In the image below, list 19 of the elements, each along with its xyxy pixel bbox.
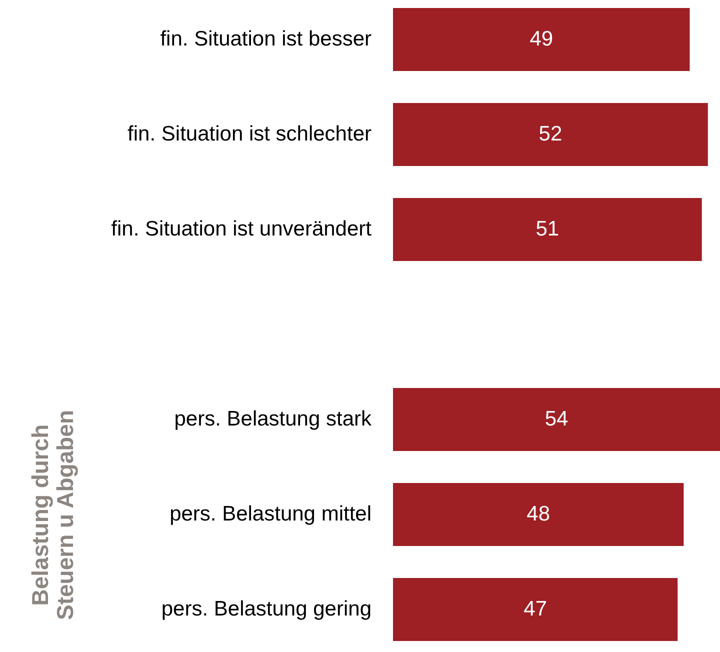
y-tick-label: fin. Situation ist schlechter: [128, 122, 372, 146]
text: Belastung durch Steuern u Abgaben: [27, 410, 78, 620]
data-label: 52: [538, 122, 562, 146]
bar: [393, 388, 720, 451]
data-label: 51: [536, 218, 560, 240]
data-label: 48: [526, 502, 550, 526]
y-tick-label: fin. Situation ist besser: [160, 27, 372, 50]
bar: [393, 578, 678, 641]
bar: [393, 8, 690, 71]
data-label: 49: [530, 27, 554, 50]
bar: [393, 483, 684, 546]
y-tick-label: fin. Situation ist unverändert: [111, 218, 372, 240]
bar: [393, 103, 708, 166]
y-tick-label: pers. Belastung stark: [174, 408, 372, 430]
y-tick-label: pers. Belastung mittel: [170, 502, 372, 526]
data-label: 47: [524, 598, 547, 621]
data-label: 54: [544, 408, 568, 430]
y-tick-label: pers. Belastung gering: [161, 598, 372, 621]
bar: [393, 198, 702, 261]
